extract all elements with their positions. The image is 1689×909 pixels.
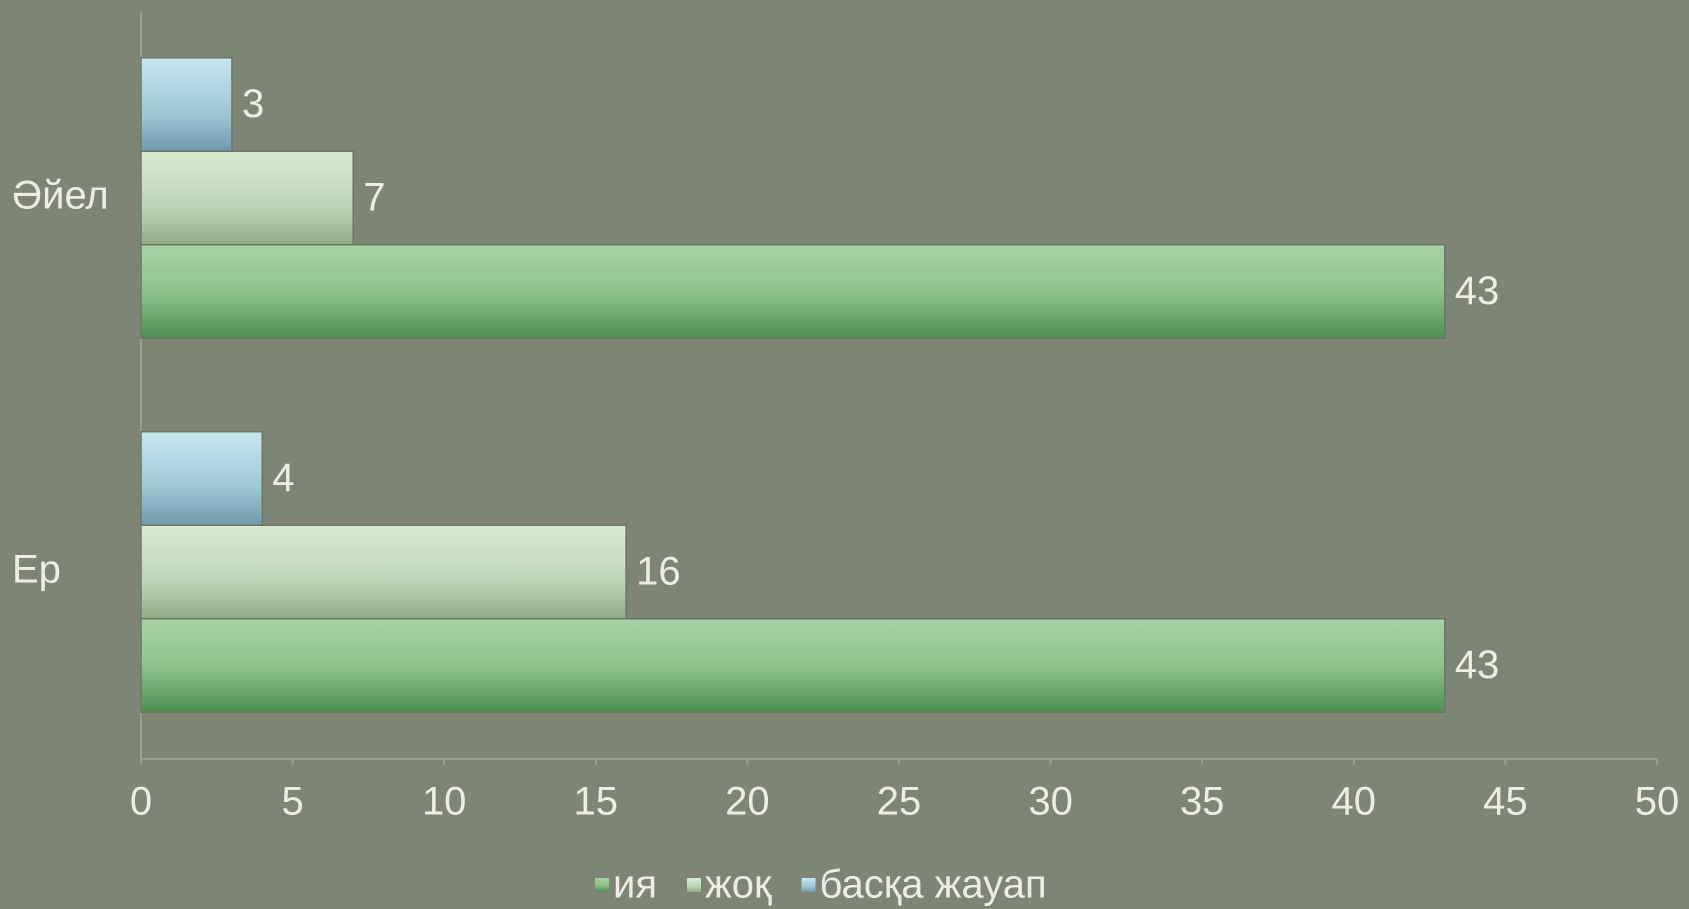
legend-swatch	[595, 878, 609, 892]
legend-swatch	[687, 878, 702, 892]
legend-swatch	[801, 878, 816, 892]
data-label: 43	[1455, 643, 1500, 687]
x-tick-label: 10	[422, 780, 467, 824]
y-tick-label: Әйел	[12, 174, 109, 218]
data-label: 43	[1455, 269, 1500, 313]
data-label: 7	[363, 176, 385, 220]
x-tick-label: 15	[574, 780, 619, 824]
x-tick-label: 0	[130, 780, 152, 824]
bar	[140, 524, 627, 620]
x-tick-label: 30	[1028, 780, 1073, 824]
bar	[140, 244, 1446, 339]
bar	[140, 618, 1446, 713]
x-tick-label: 50	[1635, 780, 1680, 824]
bar	[140, 57, 233, 152]
x-tick-label: 35	[1180, 780, 1225, 824]
x-tick-label: 40	[1332, 780, 1377, 824]
data-label: 16	[636, 550, 681, 594]
data-label: 4	[272, 456, 294, 500]
bar	[140, 431, 264, 526]
legend-label: ия	[613, 863, 657, 907]
bar	[140, 150, 354, 246]
x-tick-label: 5	[281, 780, 303, 824]
legend-label: жоқ	[705, 863, 772, 907]
y-tick-label: Ер	[12, 548, 61, 592]
x-tick-label: 25	[877, 780, 922, 824]
x-tick-label: 45	[1483, 780, 1528, 824]
legend-label: басқа жауап	[820, 863, 1047, 907]
x-tick-label: 20	[725, 780, 770, 824]
data-label: 3	[242, 82, 264, 126]
